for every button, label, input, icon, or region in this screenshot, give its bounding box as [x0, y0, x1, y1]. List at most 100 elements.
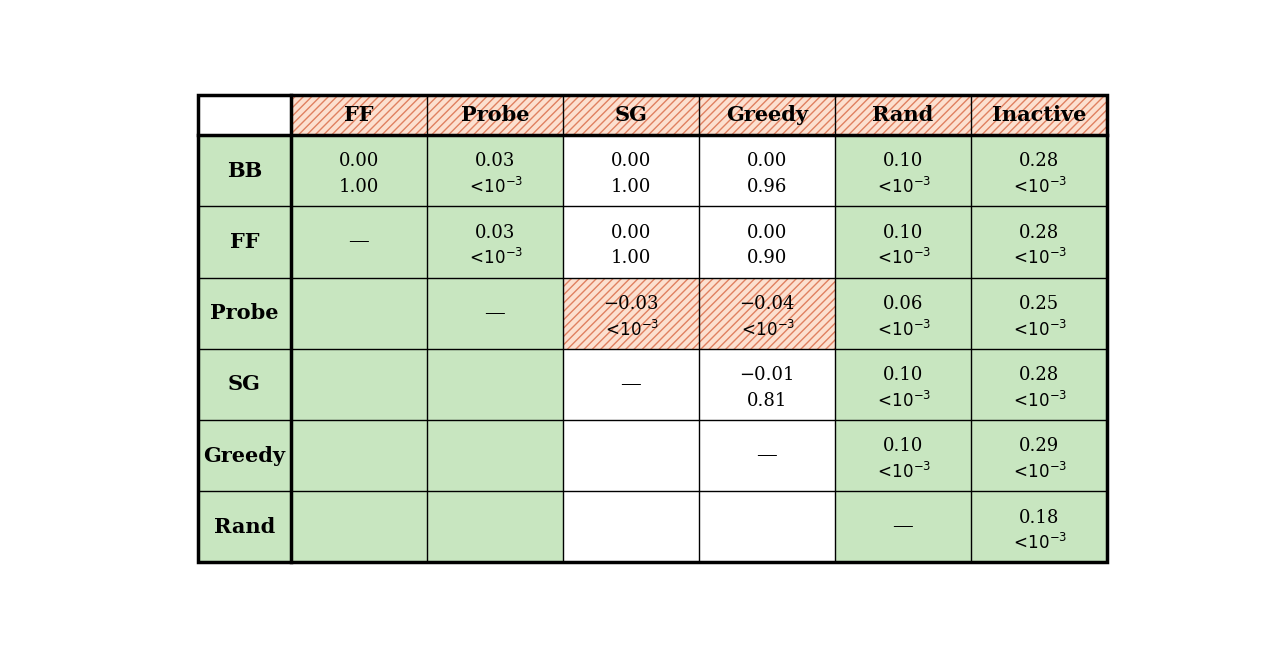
Text: Probe: Probe: [461, 105, 530, 125]
Text: $<\!10^{-3}$: $<\!10^{-3}$: [1011, 177, 1068, 197]
Bar: [971, 277, 1108, 349]
Bar: [699, 277, 835, 349]
Text: FF: FF: [229, 232, 260, 252]
Text: Inactive: Inactive: [992, 105, 1086, 125]
Bar: [426, 135, 563, 206]
Bar: [197, 135, 290, 206]
Bar: [426, 206, 563, 277]
Text: −0.04: −0.04: [740, 295, 794, 313]
Text: $<\!10^{-3}$: $<\!10^{-3}$: [1011, 391, 1068, 411]
Text: 1.00: 1.00: [611, 178, 651, 196]
Text: $<\!10^{-3}$: $<\!10^{-3}$: [875, 177, 932, 197]
Text: Rand: Rand: [872, 105, 933, 125]
Bar: [290, 135, 426, 206]
Text: 1.00: 1.00: [339, 178, 379, 196]
Bar: [290, 492, 426, 562]
Text: 0.10: 0.10: [882, 224, 923, 242]
Text: 0.28: 0.28: [1018, 224, 1059, 242]
Text: 0.29: 0.29: [1018, 437, 1059, 455]
Bar: [835, 206, 971, 277]
Bar: [835, 492, 971, 562]
Bar: [971, 349, 1108, 420]
Text: $<\!10^{-3}$: $<\!10^{-3}$: [1011, 320, 1068, 340]
Text: 0.25: 0.25: [1018, 295, 1059, 313]
Bar: [971, 95, 1108, 135]
Bar: [197, 420, 290, 492]
Text: Probe: Probe: [210, 303, 279, 323]
Bar: [699, 420, 835, 492]
Bar: [971, 135, 1108, 206]
Text: 0.28: 0.28: [1018, 152, 1059, 171]
Text: —: —: [620, 375, 642, 394]
Bar: [290, 95, 426, 135]
Bar: [563, 492, 699, 562]
Text: 0.00: 0.00: [339, 152, 379, 171]
Text: 0.03: 0.03: [475, 152, 516, 171]
Text: 0.18: 0.18: [1018, 508, 1059, 527]
Text: $<\!10^{-3}$: $<\!10^{-3}$: [875, 320, 932, 340]
Text: 0.00: 0.00: [611, 224, 651, 242]
Text: 0.03: 0.03: [475, 224, 516, 242]
Bar: [197, 492, 290, 562]
Text: —: —: [892, 518, 913, 536]
Text: −0.03: −0.03: [603, 295, 658, 313]
Bar: [290, 420, 426, 492]
Text: $<\!10^{-3}$: $<\!10^{-3}$: [466, 177, 523, 197]
Text: 0.00: 0.00: [747, 224, 787, 242]
Bar: [290, 349, 426, 420]
Text: —: —: [349, 232, 369, 251]
Bar: [835, 349, 971, 420]
Bar: [197, 95, 290, 135]
Bar: [971, 420, 1108, 492]
Bar: [290, 277, 426, 349]
Bar: [563, 420, 699, 492]
Bar: [835, 95, 971, 135]
Bar: [426, 95, 563, 135]
Bar: [426, 95, 563, 135]
Text: −0.01: −0.01: [740, 366, 794, 384]
Text: 0.81: 0.81: [747, 392, 787, 409]
Bar: [835, 135, 971, 206]
Text: 0.28: 0.28: [1018, 366, 1059, 384]
Bar: [835, 420, 971, 492]
Text: 0.96: 0.96: [747, 178, 787, 196]
Text: 0.00: 0.00: [747, 152, 787, 171]
Text: $<\!10^{-3}$: $<\!10^{-3}$: [1011, 248, 1068, 268]
Text: SG: SG: [615, 105, 648, 125]
Text: 0.00: 0.00: [611, 152, 651, 171]
Bar: [290, 206, 426, 277]
Text: $<\!10^{-3}$: $<\!10^{-3}$: [602, 320, 659, 340]
Bar: [699, 206, 835, 277]
Bar: [426, 492, 563, 562]
Bar: [699, 277, 835, 349]
Bar: [426, 349, 563, 420]
Bar: [563, 349, 699, 420]
Text: Greedy: Greedy: [204, 446, 285, 465]
Bar: [699, 349, 835, 420]
Text: SG: SG: [228, 374, 261, 395]
Bar: [563, 135, 699, 206]
Text: $<\!10^{-3}$: $<\!10^{-3}$: [738, 320, 796, 340]
Bar: [290, 95, 426, 135]
Text: —: —: [485, 303, 505, 323]
Bar: [835, 95, 971, 135]
Bar: [563, 206, 699, 277]
Text: $<\!10^{-3}$: $<\!10^{-3}$: [875, 391, 932, 411]
Text: 0.10: 0.10: [882, 366, 923, 384]
Bar: [426, 277, 563, 349]
Text: $<\!10^{-3}$: $<\!10^{-3}$: [1011, 533, 1068, 553]
Bar: [699, 95, 835, 135]
Text: $<\!10^{-3}$: $<\!10^{-3}$: [875, 248, 932, 268]
Bar: [835, 277, 971, 349]
Text: $<\!10^{-3}$: $<\!10^{-3}$: [466, 248, 523, 268]
Text: 0.10: 0.10: [882, 437, 923, 455]
Bar: [699, 492, 835, 562]
Text: BB: BB: [227, 161, 262, 181]
Bar: [563, 277, 699, 349]
Bar: [563, 277, 699, 349]
Text: 0.06: 0.06: [882, 295, 923, 313]
Bar: [971, 95, 1108, 135]
Bar: [971, 206, 1108, 277]
Text: —: —: [756, 446, 778, 465]
Text: $<\!10^{-3}$: $<\!10^{-3}$: [875, 462, 932, 482]
